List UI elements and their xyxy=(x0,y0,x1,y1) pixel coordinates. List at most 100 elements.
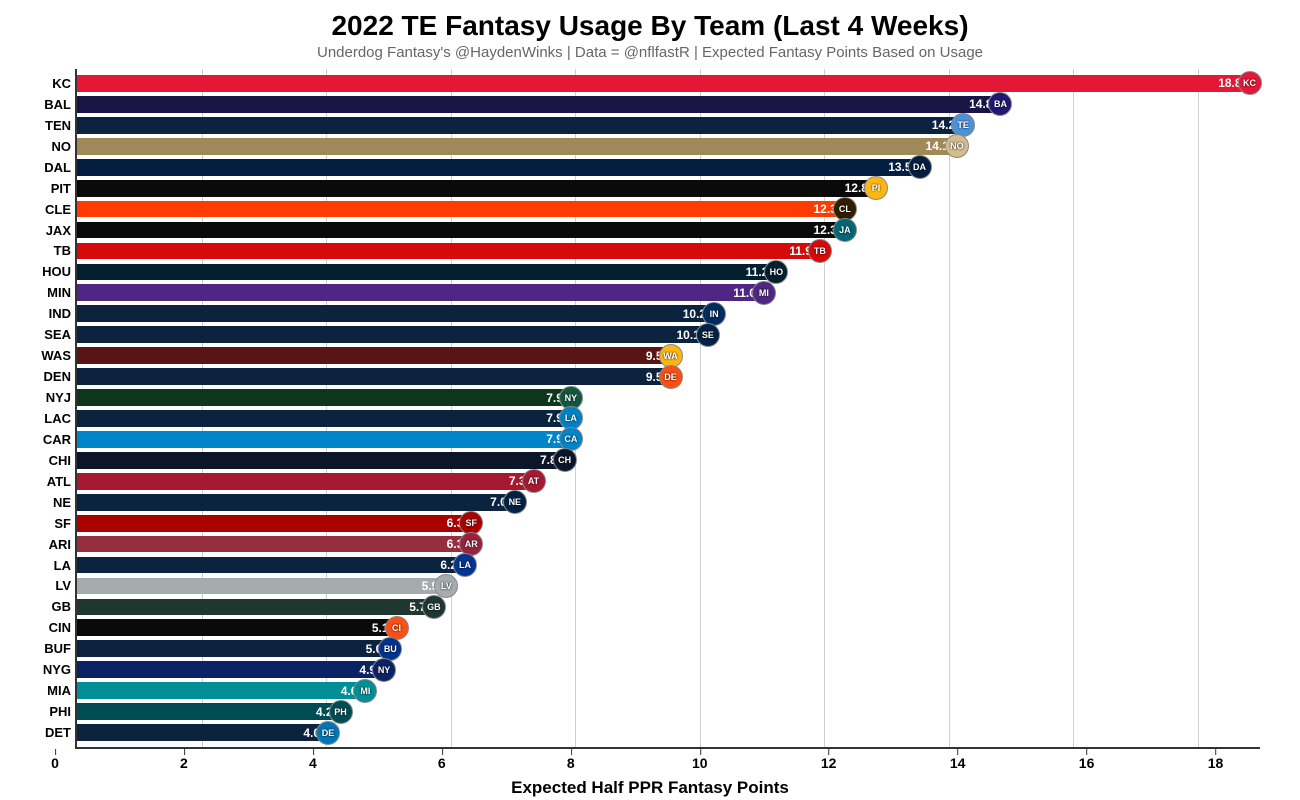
team-logo-icon: GB xyxy=(422,595,446,619)
y-tick-label: DAL xyxy=(44,160,77,175)
bar: 7.3AT xyxy=(77,473,532,490)
x-tick-label: 2 xyxy=(180,755,188,771)
bar: 7.8CH xyxy=(77,452,563,469)
x-tick-label: 8 xyxy=(567,755,575,771)
bar-row: MIN11.0MI xyxy=(77,282,1260,303)
y-tick-label: WAS xyxy=(41,348,77,363)
bar-row: DEN9.5DE xyxy=(77,366,1260,387)
bar: 13.5DA xyxy=(77,159,918,176)
bar: 9.5DE xyxy=(77,368,669,385)
bar-row: GB5.7GB xyxy=(77,596,1260,617)
bar-row: NYG4.9NY xyxy=(77,659,1260,680)
bars-group: KC18.8KC BAL14.8BATEN14.2TENO14.1NO DAL13.… xyxy=(77,69,1260,747)
y-tick-label: CLE xyxy=(45,202,77,217)
bar: 6.3SF xyxy=(77,515,469,532)
y-tick-label: KC xyxy=(52,76,77,91)
x-tick-label: 12 xyxy=(821,755,837,771)
team-logo-icon: TB xyxy=(808,239,832,263)
x-tick-label: 14 xyxy=(950,755,966,771)
y-tick-label: BUF xyxy=(44,641,77,656)
team-logo-icon: DA xyxy=(908,155,932,179)
bar-row: TEN14.2TE xyxy=(77,115,1260,136)
team-logo-icon: BA xyxy=(988,92,1012,116)
y-tick-label: ARI xyxy=(49,537,77,552)
x-tick-label: 18 xyxy=(1208,755,1224,771)
team-logo-icon: NE xyxy=(503,490,527,514)
bar-row: JAX12.3JA xyxy=(77,220,1260,241)
bar: 7.9LA xyxy=(77,410,569,427)
bar: 6.2LA xyxy=(77,557,463,574)
team-logo-icon: LV xyxy=(434,574,458,598)
team-logo-icon: AT xyxy=(522,469,546,493)
bar: 14.1NO xyxy=(77,138,955,155)
team-logo-icon: MI xyxy=(752,281,776,305)
chart-subtitle: Underdog Fantasy's @HaydenWinks | Data =… xyxy=(20,44,1280,61)
team-logo-icon: NO xyxy=(945,134,969,158)
team-logo-icon: PH xyxy=(329,700,353,724)
y-tick-label: GB xyxy=(52,599,78,614)
y-tick-label: JAX xyxy=(46,223,77,238)
bar: 5.1CI xyxy=(77,619,395,636)
bar-row: BAL14.8BA xyxy=(77,94,1260,115)
x-axis-label: Expected Half PPR Fantasy Points xyxy=(0,778,1300,798)
bar: 18.8KC xyxy=(77,75,1248,92)
chart-container: 2022 TE Fantasy Usage By Team (Last 4 We… xyxy=(0,0,1300,800)
y-tick-label: SF xyxy=(54,516,77,531)
bar: 11.9TB xyxy=(77,243,818,260)
team-logo-icon: DE xyxy=(316,721,340,745)
y-tick-label: CHI xyxy=(49,453,77,468)
bar: 10.1SE xyxy=(77,326,706,343)
team-logo-icon: SE xyxy=(696,323,720,347)
bar-row: CLE12.3CL xyxy=(77,199,1260,220)
bar: 12.3JA xyxy=(77,222,843,239)
bar-row: LAC7.9LA xyxy=(77,408,1260,429)
bar: 4.2PH xyxy=(77,703,339,720)
y-tick-label: NYG xyxy=(43,662,77,677)
y-tick-label: CIN xyxy=(49,620,77,635)
y-tick-label: MIN xyxy=(47,285,77,300)
bar-row: CIN5.1CI xyxy=(77,617,1260,638)
bar: 5.7GB xyxy=(77,599,432,616)
team-logo-icon: DE xyxy=(659,365,683,389)
bar-row: PHI4.2PH xyxy=(77,701,1260,722)
y-tick-label: DET xyxy=(45,725,77,740)
y-tick-label: LV xyxy=(55,578,77,593)
y-tick-label: NO xyxy=(52,139,78,154)
bar: 4.0DE xyxy=(77,724,326,741)
y-tick-label: PIT xyxy=(51,181,77,196)
bar: 6.3AR xyxy=(77,536,469,553)
bar: 5.9LV xyxy=(77,578,444,595)
bar-row: DAL13.5DA xyxy=(77,157,1260,178)
y-tick-label: TEN xyxy=(45,118,77,133)
y-tick-label: NE xyxy=(53,495,77,510)
plot-area: KC18.8KC BAL14.8BATEN14.2TENO14.1NO DAL13.… xyxy=(75,69,1260,749)
x-tick-label: 10 xyxy=(692,755,708,771)
bar: 9.5WA xyxy=(77,347,669,364)
bar: 7.0NE xyxy=(77,494,513,511)
team-logo-icon: KC xyxy=(1238,71,1262,95)
bar-row: NYJ7.9NY xyxy=(77,387,1260,408)
bar-row: CAR7.9CA xyxy=(77,429,1260,450)
bar-row: MIA4.6MI xyxy=(77,680,1260,701)
team-logo-icon: LA xyxy=(453,553,477,577)
bar: 12.8PI xyxy=(77,180,874,197)
y-tick-label: LAC xyxy=(44,411,77,426)
y-tick-label: CAR xyxy=(43,432,77,447)
bar: 11.2HO xyxy=(77,264,774,281)
y-tick-label: TB xyxy=(54,243,77,258)
team-logo-icon: JA xyxy=(833,218,857,242)
bar-row: WAS9.5WA xyxy=(77,345,1260,366)
bar-row: SEA10.1SE xyxy=(77,324,1260,345)
bar-row: LV5.9LV xyxy=(77,576,1260,597)
bar-row: PIT12.8PI xyxy=(77,178,1260,199)
bar: 7.9CA xyxy=(77,431,569,448)
bar-row: NE7.0NE xyxy=(77,492,1260,513)
x-tick-label: 6 xyxy=(438,755,446,771)
y-tick-label: PHI xyxy=(49,704,77,719)
team-logo-icon: PI xyxy=(864,176,888,200)
bar-row: DET4.0DE xyxy=(77,722,1260,743)
bar-row: LA6.2LA xyxy=(77,555,1260,576)
y-tick-label: HOU xyxy=(42,264,77,279)
bar: 7.9NY xyxy=(77,389,569,406)
y-tick-label: DEN xyxy=(44,369,77,384)
